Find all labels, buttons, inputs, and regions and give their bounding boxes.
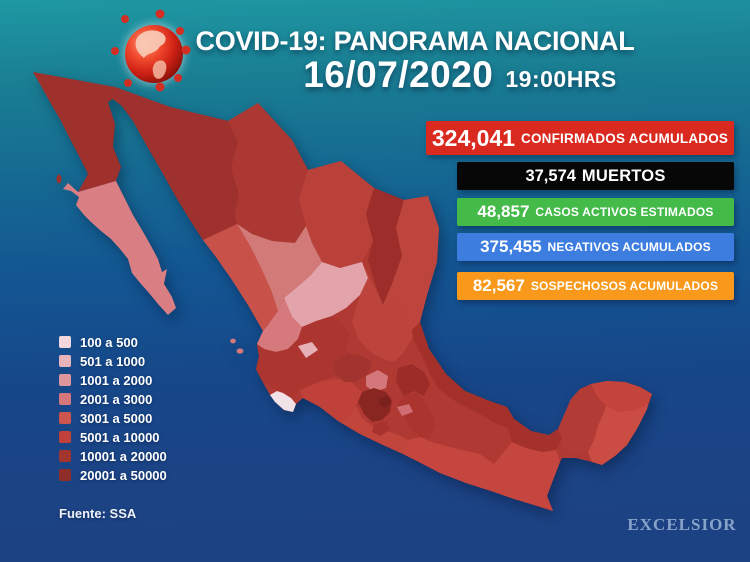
- legend-swatch: [59, 355, 71, 367]
- legend-label: 2001 a 3000: [80, 391, 153, 407]
- legend-label: 10001 a 20000: [80, 448, 167, 464]
- state-nuevo-leon: [366, 188, 404, 305]
- activos-value: 48,857: [477, 202, 530, 221]
- legend-row: 5001 a 10000: [59, 429, 167, 445]
- state-aguascalientes: [298, 342, 318, 358]
- stat-badge-sospechosos: 82,567 SOSPECHOSOS ACUMULADOS: [457, 272, 734, 300]
- state-cdmx: [379, 396, 391, 408]
- page-title: COVID-19: PANORAMA NACIONAL: [195, 26, 635, 56]
- legend-label: 100 a 500: [80, 334, 138, 350]
- legend-row: 10001 a 20000: [59, 448, 167, 464]
- legend-swatch: [59, 336, 71, 348]
- excelsior-logo: EXCELSIOR: [627, 515, 737, 534]
- legend-swatch: [59, 469, 71, 481]
- legend-row: 501 a 1000: [59, 353, 167, 369]
- legend-row: 2001 a 3000: [59, 391, 167, 407]
- source-note: Fuente: SSA: [59, 506, 137, 521]
- legend-row: 20001 a 50000: [59, 467, 167, 483]
- legend-label: 3001 a 5000: [80, 410, 153, 426]
- report-time: 19:00HRS: [505, 66, 617, 92]
- state-chiapas: [494, 442, 560, 511]
- state-guanajuato: [334, 354, 372, 382]
- state-michoacan: [300, 379, 362, 422]
- legend-row: 100 a 500: [59, 334, 167, 350]
- covid-globe-icon: [110, 6, 200, 96]
- legend-swatch: [59, 393, 71, 405]
- state-quintana-roo: [588, 404, 648, 465]
- state-zacatecas: [284, 262, 368, 327]
- stat-badge-confirmados: 324,041 CONFIRMADOS ACUMULADOS: [426, 121, 734, 155]
- state-durango: [237, 224, 322, 311]
- state-baja-california-sur: [63, 181, 176, 315]
- state-coahuila: [299, 161, 374, 268]
- stat-badge-negativos: 375,455 NEGATIVOS ACUMULADOS: [457, 233, 734, 261]
- state-hidalgo: [396, 364, 430, 396]
- legend-label: 20001 a 50000: [80, 467, 167, 483]
- state-oaxaca: [403, 437, 498, 492]
- state-sonora: [113, 87, 239, 240]
- state-baja-california: [33, 72, 121, 192]
- confirmados-value: 324,041: [431, 124, 515, 151]
- state-tlaxcala: [397, 404, 413, 416]
- report-datetime: 16/07/2020 19:00HRS: [270, 54, 650, 96]
- state-tabasco: [508, 419, 562, 452]
- legend-swatch: [59, 431, 71, 443]
- legend-row: 1001 a 2000: [59, 372, 167, 388]
- sospechosos-value: 82,567: [472, 276, 525, 295]
- state-campeche: [558, 384, 607, 455]
- sospechosos-label: SOSPECHOSOS ACUMULADOS: [530, 279, 719, 293]
- muertos-value: 37,574: [525, 166, 576, 185]
- confirmados-label: CONFIRMADOS ACUMULADOS: [521, 130, 729, 146]
- island-cedros: [56, 174, 62, 184]
- report-date: 16/07/2020: [303, 54, 494, 95]
- legend-label: 501 a 1000: [80, 353, 146, 369]
- state-morelos: [372, 421, 390, 436]
- stat-badge-muertos: 37,574 MUERTOS: [457, 162, 734, 190]
- legend-swatch: [59, 374, 71, 386]
- negativos-label: NEGATIVOS ACUMULADOS: [547, 240, 711, 254]
- legend-swatch: [59, 450, 71, 462]
- stat-badge-activos: 48,857 CASOS ACTIVOS ESTIMADOS: [457, 198, 734, 226]
- map-legend: 100 a 500 501 a 1000 1001 a 2000 2001 a …: [59, 334, 167, 483]
- state-san-luis-potosi: [352, 262, 412, 362]
- island-marias-2: [236, 348, 244, 354]
- state-queretaro: [366, 370, 388, 392]
- negativos-value: 375,455: [480, 237, 542, 256]
- state-chihuahua: [228, 103, 308, 243]
- legend-label: 5001 a 10000: [80, 429, 160, 445]
- island-marias-1: [230, 338, 236, 344]
- activos-label: CASOS ACTIVOS ESTIMADOS: [535, 205, 714, 219]
- legend-swatch: [59, 412, 71, 424]
- legend-row: 3001 a 5000: [59, 410, 167, 426]
- state-edomex: [358, 388, 392, 422]
- state-nayarit: [257, 298, 302, 352]
- state-jalisco: [256, 316, 354, 398]
- state-tamaulipas: [383, 196, 439, 330]
- state-colima: [270, 391, 296, 412]
- state-yucatan: [591, 381, 652, 412]
- legend-label: 1001 a 2000: [80, 372, 153, 388]
- state-sinaloa: [203, 224, 278, 331]
- state-puebla: [398, 392, 436, 438]
- state-veracruz: [412, 322, 514, 428]
- muertos-label: MUERTOS: [581, 166, 666, 185]
